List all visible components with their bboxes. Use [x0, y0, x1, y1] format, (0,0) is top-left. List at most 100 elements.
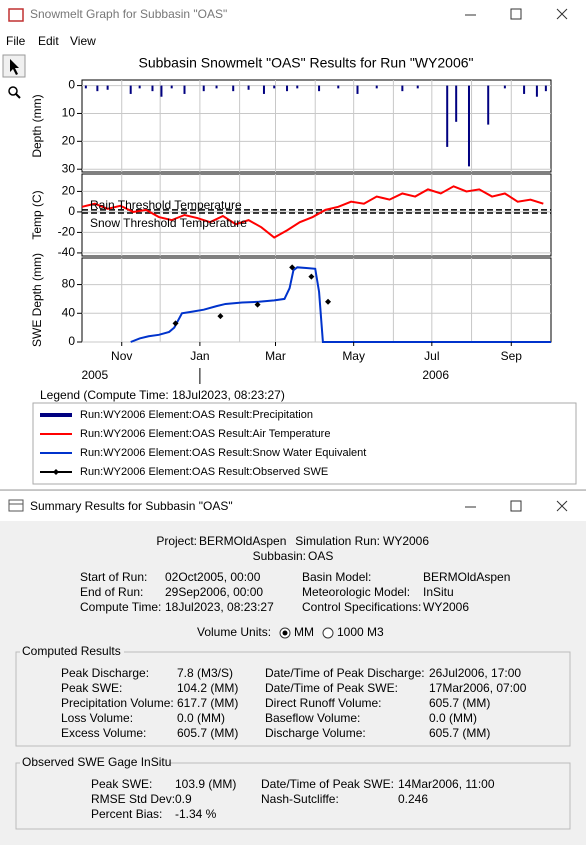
summary-text: Date/Time of Peak SWE: — [261, 777, 394, 791]
y-tick-label: 20 — [62, 184, 76, 198]
summary-text: WY2006 — [383, 534, 429, 548]
observed-point — [289, 264, 296, 271]
group-label-bg — [20, 646, 124, 658]
computed-group — [15, 651, 571, 747]
group-title: Computed Results — [22, 644, 121, 658]
summary-text: 605.7 (MM) — [177, 726, 238, 740]
summary-text: Date/Time of Peak SWE: — [265, 681, 398, 695]
maximize-button[interactable] — [510, 500, 522, 512]
summary-text: BERMOldAspen — [199, 534, 286, 548]
summary-text: Peak Discharge: — [61, 666, 149, 680]
summary-text: Loss Volume: — [61, 711, 133, 725]
table-icon — [8, 499, 24, 512]
summary-text: Volume Units: — [197, 625, 271, 639]
group-label-bg — [20, 757, 170, 769]
legend-title-bg — [38, 390, 300, 402]
legend-entry: Run:WY2006 Element:OAS Result:Observed S… — [80, 466, 328, 478]
series-line — [81, 185, 544, 239]
threshold-label: Rain Threshold Temperature — [90, 198, 242, 212]
year-label: 2006 — [422, 368, 449, 382]
observed-point — [325, 298, 332, 305]
zoom-tool[interactable] — [8, 86, 18, 96]
summary-text: Baseflow Volume: — [265, 711, 360, 725]
observed-point — [254, 301, 261, 308]
summary-text: Control Specifications: — [302, 600, 421, 614]
y-tick-label: 0 — [68, 204, 75, 218]
legend-title: Legend (Compute Time: 18Jul2023, 08:23:2… — [40, 388, 285, 402]
legend-marker — [53, 469, 59, 475]
summary-text: InSitu — [423, 585, 454, 599]
summary-text: Simulation Run: — [295, 534, 380, 548]
summary-text: Discharge Volume: — [265, 726, 366, 740]
arrow-icon — [10, 59, 19, 75]
summary-text: 605.7 (MM) — [429, 696, 490, 710]
legend-entry: Run:WY2006 Element:OAS Result:Snow Water… — [80, 447, 366, 459]
summary-text: 02Oct2005, 00:00 — [165, 570, 261, 584]
chart-title: Subbasin Snowmelt "OAS" Results for Run … — [138, 55, 473, 71]
observed-point — [172, 320, 179, 327]
summary-text: 605.7 (MM) — [429, 726, 490, 740]
y-tick-label: 0 — [68, 78, 75, 92]
y-axis-label: SWE Depth (mm) — [30, 253, 44, 347]
summary-title: Summary Results for Subbasin "OAS" — [30, 499, 233, 513]
app-icon — [8, 8, 24, 22]
plot-area — [81, 79, 552, 173]
summary-text: 0.9 — [175, 792, 192, 806]
summary-text: Nash-Sutcliffe: — [261, 792, 339, 806]
summary-text: 18Jul2023, 08:23:27 — [165, 600, 274, 614]
summary-text: Start of Run: — [80, 570, 147, 584]
summary-text: WY2006 — [423, 600, 469, 614]
group-title: Observed SWE Gage InSitu — [22, 755, 171, 769]
summary-title-bar — [0, 491, 586, 521]
summary-text: 14Mar2006, 11:00 — [398, 777, 495, 791]
y-tick-label: 20 — [62, 134, 76, 148]
summary-text: End of Run: — [80, 585, 143, 599]
x-tick-label: Jan — [190, 349, 209, 363]
x-tick-label: Sep — [501, 349, 523, 363]
summary-text: 7.8 (M3/S) — [177, 666, 233, 680]
summary-text: Peak SWE: — [61, 681, 122, 695]
summary-text: MM — [294, 625, 314, 639]
x-tick-label: Mar — [265, 349, 286, 363]
radio-1000m3[interactable] — [322, 627, 334, 639]
summary-text: BERMOldAspen — [423, 570, 510, 584]
summary-text: Compute Time: — [80, 600, 161, 614]
observed-point — [217, 313, 224, 320]
observed-point — [308, 273, 315, 280]
summary-text: 0.0 (MM) — [177, 711, 225, 725]
summary-text: Peak SWE: — [91, 777, 152, 791]
observed-group — [15, 762, 571, 830]
summary-text: Direct Runoff Volume: — [265, 696, 382, 710]
summary-text: 104.2 (MM) — [177, 681, 238, 695]
menu-file[interactable]: File — [6, 34, 26, 48]
summary-text: 1000 M3 — [337, 625, 384, 639]
summary-text: Precipitation Volume: — [61, 696, 174, 710]
menu-edit[interactable]: Edit — [38, 34, 59, 48]
y-tick-label: 0 — [68, 334, 75, 348]
y-tick-label: 80 — [62, 277, 76, 291]
menu-view[interactable]: View — [70, 34, 96, 48]
y-tick-label: 10 — [62, 106, 76, 120]
threshold-label: Snow Threshold Temperature — [90, 216, 247, 230]
summary-text: 26Jul2006, 17:00 — [429, 666, 521, 680]
summary-text: OAS — [308, 549, 333, 563]
summary-text: 17Mar2006, 07:00 — [429, 681, 527, 695]
summary-text: 0.246 — [398, 792, 428, 806]
title-bar — [0, 0, 586, 30]
summary-text: Project: — [156, 534, 197, 548]
close-button[interactable] — [556, 8, 568, 20]
y-axis-label: Depth (mm) — [30, 94, 44, 157]
legend-entry: Run:WY2006 Element:OAS Result:Precipitat… — [80, 409, 313, 421]
summary-text: Subbasin: — [253, 549, 306, 563]
summary-text: Percent Bias: — [91, 807, 162, 821]
maximize-button[interactable] — [510, 8, 522, 20]
radio-dot — [282, 630, 288, 636]
series-line — [130, 266, 551, 343]
close-button[interactable] — [556, 500, 568, 512]
summary-text: 0.0 (MM) — [429, 711, 477, 725]
summary-text: 617.7 (MM) — [177, 696, 238, 710]
summary-text: RMSE Std Dev: — [91, 792, 175, 806]
window-title: Snowmelt Graph for Subbasin "OAS" — [30, 7, 227, 21]
y-tick-label: -20 — [58, 225, 76, 239]
